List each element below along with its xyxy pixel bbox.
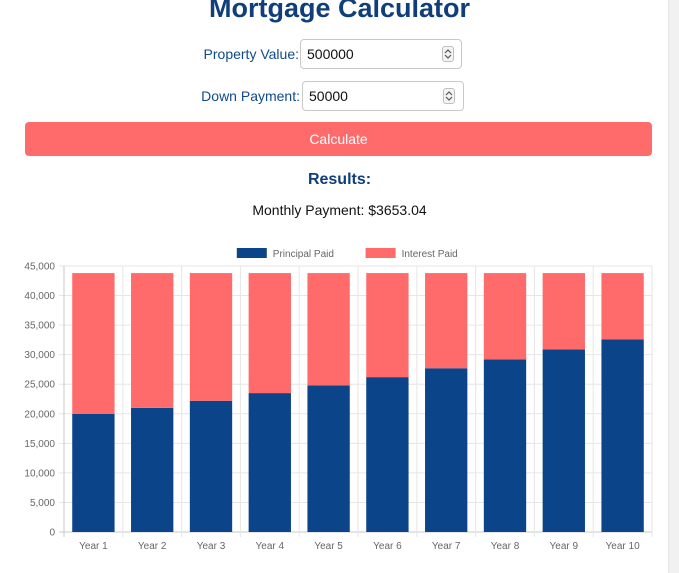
principal-paid-bar (366, 377, 409, 532)
interest-paid-bar (601, 273, 644, 340)
y-tick-label: 30,000 (24, 350, 55, 361)
principal-paid-bar (425, 368, 468, 532)
interest-paid-bar (366, 273, 409, 378)
page-scrollbar[interactable] (668, 0, 679, 573)
property-value-input[interactable] (300, 39, 462, 69)
spinner-arrows-icon (445, 91, 453, 101)
principal-paid-bar (601, 339, 644, 532)
x-tick-label: Year 8 (491, 541, 520, 552)
legend-swatch (236, 248, 267, 258)
page-title: Mortgage Calculator (208, 0, 471, 23)
principal-paid-bar (189, 400, 233, 532)
y-tick-label: 25,000 (24, 380, 55, 391)
chart-legend[interactable]: Principal Paid Interest Paid (236, 248, 458, 260)
interest-paid-bar (542, 273, 585, 350)
principal-paid-bar (131, 407, 174, 532)
down-payment-spinner[interactable] (443, 88, 455, 104)
down-payment-label: Down Payment: (201, 88, 300, 104)
interest-paid-bar (483, 273, 527, 360)
interest-paid-bar (307, 273, 350, 386)
monthly-payment: Monthly Payment: $3653.04 (252, 202, 427, 218)
spinner-arrows-icon (444, 49, 452, 59)
x-axis: Year 1 Year 2 Year 3 Year 4 Year 5 Year 6 Year… (79, 541, 640, 552)
principal-paid-bar (307, 385, 350, 532)
interest-paid-bar (425, 273, 468, 369)
x-tick-label: Year 4 (256, 541, 285, 552)
legend-swatch (365, 248, 396, 258)
y-tick-label: 45,000 (24, 262, 55, 273)
x-tick-label: Year 6 (373, 541, 402, 552)
x-tick-label: Year 5 (314, 541, 343, 552)
property-value-spinner[interactable] (442, 46, 454, 62)
y-tick-label: 15,000 (24, 439, 55, 450)
calculate-button[interactable]: Calculate (25, 122, 652, 156)
x-tick-label: Year 1 (79, 541, 108, 552)
legend-label: Principal Paid (273, 249, 334, 260)
legend-label: Interest Paid (402, 249, 458, 260)
y-tick-label: 20,000 (24, 409, 55, 420)
down-payment-input[interactable] (302, 81, 464, 111)
property-value-label: Property Value: (203, 46, 299, 62)
interest-paid-bar (248, 273, 291, 394)
x-tick-label: Year 3 (197, 541, 226, 552)
y-tick-label: 40,000 (24, 291, 55, 302)
x-tick-label: Year 10 (606, 541, 641, 552)
results-heading: Results: (307, 171, 372, 188)
payment-breakdown-chart: Principal Paid Interest Paid 0 5,000 10,000… (24, 248, 653, 552)
x-tick-label: Year 9 (550, 541, 579, 552)
chart-bars (72, 273, 644, 532)
interest-paid-bar (72, 273, 115, 414)
principal-paid-bar (72, 413, 115, 532)
principal-paid-bar (248, 393, 291, 532)
interest-paid-bar (131, 273, 174, 408)
principal-paid-bar (483, 359, 527, 532)
principal-paid-bar (542, 349, 585, 532)
x-tick-label: Year 7 (432, 541, 461, 552)
y-tick-label: 5,000 (30, 498, 55, 509)
interest-paid-bar (189, 273, 233, 401)
y-tick-label: 35,000 (24, 321, 55, 332)
y-axis: 0 5,000 10,000 15,000 20,000 25,000 30,000 35,0… (24, 262, 55, 539)
y-tick-label: 0 (49, 528, 55, 539)
x-tick-label: Year 2 (138, 541, 167, 552)
y-tick-label: 10,000 (24, 468, 55, 479)
